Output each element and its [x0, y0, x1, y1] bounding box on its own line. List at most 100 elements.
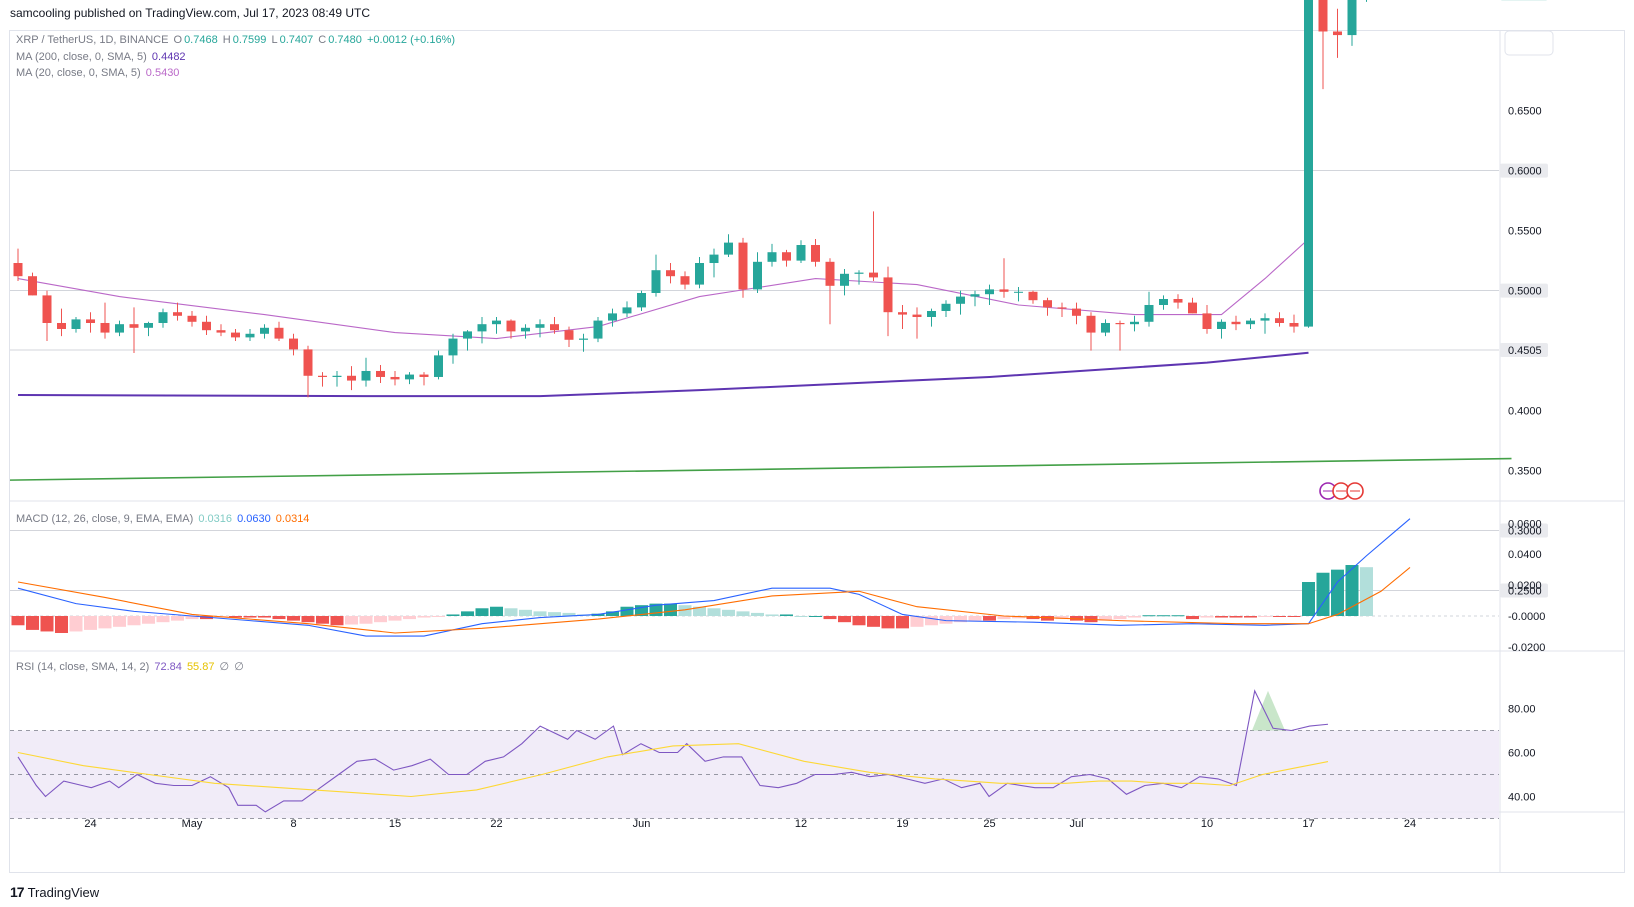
candle-body — [434, 355, 443, 377]
event-icons — [1319, 482, 1364, 500]
candle-body — [1347, 0, 1357, 36]
candle — [1173, 294, 1183, 309]
candle-body — [86, 319, 95, 323]
candle-body — [724, 242, 733, 255]
candle — [173, 302, 182, 321]
macd-hist-bar — [11, 616, 25, 626]
main-price-axis: 0.95000.90000.85000.80000.75000.70000.65… — [10, 46, 1548, 598]
macd-hist-bar — [736, 611, 750, 616]
candle-body — [985, 289, 994, 295]
time-tick-Jun: Jun — [633, 818, 651, 830]
rsi-ma-value: 55.87 — [186, 661, 215, 673]
macd-signal-value: 0.0314 — [275, 513, 310, 525]
candle — [260, 324, 269, 339]
candle — [782, 249, 791, 267]
candle — [1304, 0, 1313, 328]
time-tick-May: May — [182, 818, 203, 830]
macd-label: MACD (12, 26, close, 9, EMA, EMA) — [16, 513, 194, 525]
candle-body — [695, 263, 704, 285]
macd-hist-bar — [606, 611, 619, 616]
macd-hist-bar — [1302, 582, 1315, 616]
candle — [361, 357, 371, 387]
candle-body — [260, 327, 269, 334]
macd-hist-bar — [446, 614, 460, 616]
candle — [1028, 290, 1038, 304]
candle — [13, 248, 23, 282]
candle-body — [1144, 304, 1154, 322]
tradingview-logo[interactable]: 17 TradingView — [10, 884, 99, 900]
candle-body — [376, 370, 385, 377]
candle-body — [129, 324, 139, 328]
macd-hist-bar — [1012, 616, 1025, 619]
macd-hist-bar — [1113, 616, 1127, 620]
candle — [999, 258, 1009, 298]
candle-body — [608, 313, 617, 321]
rsi-value: 72.84 — [154, 661, 182, 673]
candle-body — [869, 272, 878, 278]
candle-body — [1028, 291, 1038, 301]
candle-body — [782, 252, 791, 261]
rsi-tick-80.00: 80.00 — [1508, 704, 1536, 716]
candle — [318, 372, 327, 387]
candle-body — [1115, 322, 1125, 325]
macd-tick-0.0600: 0.0600 — [1508, 518, 1542, 530]
candle — [941, 300, 951, 317]
candle — [1231, 315, 1241, 331]
candle-body — [956, 296, 965, 304]
candle — [695, 257, 704, 289]
candle-body — [405, 374, 414, 380]
candle-body — [463, 331, 472, 339]
macd-hist-value: 0.0316 — [198, 513, 232, 525]
candle — [448, 333, 458, 364]
candle-body — [1260, 318, 1270, 321]
macd-hist-bar — [461, 611, 474, 616]
price-tag-bg-0.3000 — [1500, 523, 1548, 538]
symbol-legend: XRP / TetherUS, 1D, BINANCE O 0.7468 H 0.7… — [16, 34, 457, 46]
candle — [1246, 318, 1255, 329]
candle — [347, 366, 356, 391]
macd-hist-bar — [490, 606, 503, 616]
ma20-line — [17, 238, 1309, 340]
candle-body — [361, 370, 371, 381]
candle — [1057, 302, 1067, 317]
candle — [593, 316, 603, 343]
macd-hist-bar — [1273, 616, 1286, 617]
candle — [825, 258, 835, 325]
macd-hist-bar — [910, 616, 924, 627]
macd-hist-bar — [548, 612, 561, 616]
macd-hist-bar — [432, 616, 445, 617]
candle — [463, 330, 472, 351]
price-tag-bg-0.4505 — [1500, 342, 1548, 357]
candle-body — [796, 245, 806, 261]
candle-body — [1231, 321, 1241, 325]
candle — [42, 290, 52, 341]
macd-hist-bar — [620, 606, 634, 616]
candle — [651, 254, 661, 297]
candle — [1275, 312, 1284, 327]
macd-hist-bar — [1244, 616, 1257, 618]
candle — [202, 315, 211, 335]
macd-hist-bar — [678, 605, 692, 616]
chart-frame — [9, 30, 1625, 873]
open-value: 0.7468 — [184, 34, 218, 46]
candle-body — [840, 273, 849, 286]
macd-legend: MACD (12, 26, close, 9, EMA, EMA) 0.0316… — [16, 513, 311, 525]
macd-hist-bar — [359, 616, 373, 624]
candle-body — [593, 320, 603, 339]
macd-hist-bar — [1258, 616, 1272, 617]
candle-body — [318, 375, 327, 377]
candle — [405, 372, 414, 385]
candle-body — [57, 322, 66, 329]
candle — [666, 263, 675, 284]
price-tick-0.3000: 0.3000 — [1508, 526, 1542, 538]
candle — [1289, 314, 1299, 333]
candle-body — [1086, 315, 1096, 333]
macd-hist-bar — [142, 616, 155, 624]
time-tick-8: 8 — [290, 818, 296, 830]
macd-hist-bar — [185, 616, 199, 620]
close-value: 0.7480 — [328, 34, 362, 46]
macd-hist-bar — [272, 616, 286, 620]
time-tick-22: 22 — [490, 818, 502, 830]
price-tick-0.4505: 0.4505 — [1508, 345, 1542, 357]
